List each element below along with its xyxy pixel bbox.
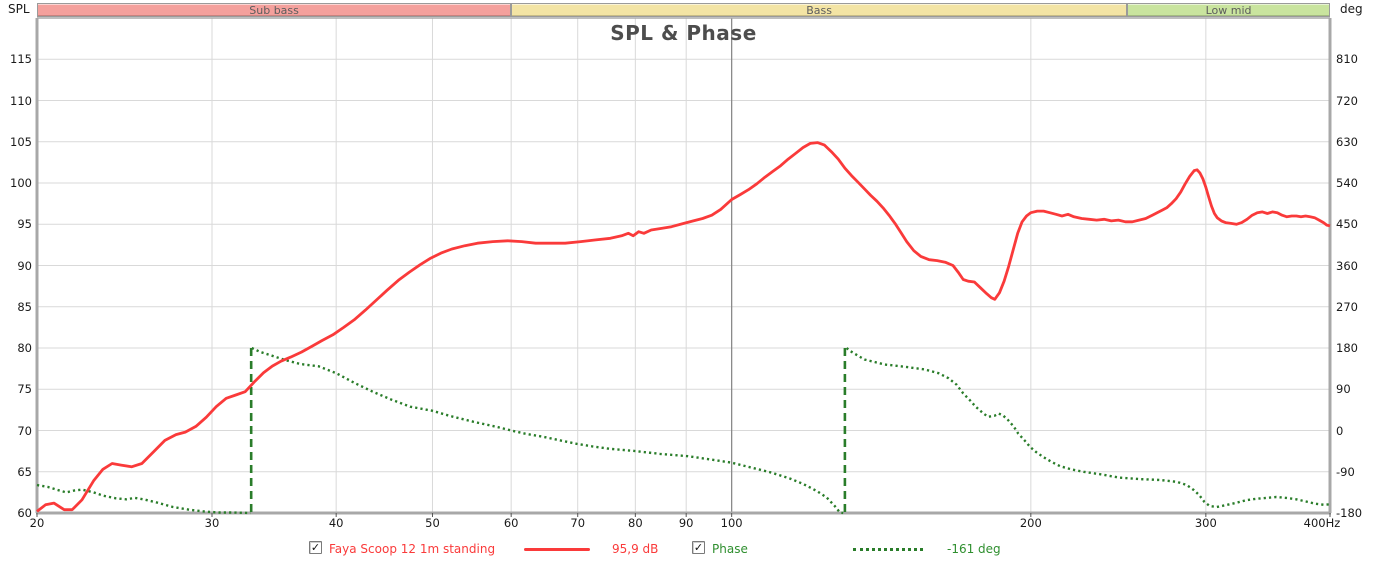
phase-curve xyxy=(36,483,251,515)
phase-curve xyxy=(845,347,1331,509)
y-left-tick-label: 75 xyxy=(17,382,32,397)
x-tick-label: 90 xyxy=(678,516,694,530)
x-tick-label: 30 xyxy=(204,516,220,530)
right-axis-unit-label: deg xyxy=(1340,2,1363,16)
y-left-tick-label: 85 xyxy=(17,299,32,314)
band-bass: Bass xyxy=(511,3,1128,17)
y-right-tick-label: 90 xyxy=(1336,382,1351,397)
band-bass-label: Bass xyxy=(806,3,833,17)
x-tick-label: 100 xyxy=(720,516,743,530)
y-right-tick-label: 0 xyxy=(1336,423,1344,438)
legend-bar: ✓ Faya Scoop 12 1m standing 95,9 dB ✓ Ph… xyxy=(0,538,1384,560)
y-right-tick-label: 720 xyxy=(1336,93,1358,108)
y-left-tick-label: 105 xyxy=(10,134,32,149)
spl-curve xyxy=(36,141,1331,513)
y-left-tick-label: 70 xyxy=(17,423,32,438)
series2-phase-readout: -161 deg xyxy=(947,542,1001,556)
x-tick-label: 70 xyxy=(570,516,586,530)
x-tick-label: 300 xyxy=(1194,516,1217,530)
band-low-mid-label: Low mid xyxy=(1205,3,1252,17)
y-right-tick-label: 180 xyxy=(1336,341,1358,355)
x-end-tick-label: 400Hz xyxy=(1303,516,1341,530)
y-right-tick-label: 810 xyxy=(1336,52,1358,67)
x-tick-label: 50 xyxy=(425,516,440,530)
x-tick-label: 60 xyxy=(503,516,519,530)
y-left-tick-label: 65 xyxy=(17,464,32,479)
y-right-tick-label: -180 xyxy=(1336,506,1363,520)
phase-curve xyxy=(251,346,844,515)
y-right-tick-label: -90 xyxy=(1336,464,1355,479)
series2-visibility-checkbox[interactable]: ✓ xyxy=(692,541,705,554)
band-sub-bass-label: Sub bass xyxy=(249,3,299,17)
left-axis-unit-label: SPL xyxy=(8,2,30,16)
y-left-tick-label: 60 xyxy=(17,506,32,520)
series2-line-swatch-icon xyxy=(853,548,923,551)
y-right-tick-label: 630 xyxy=(1336,134,1358,149)
series1-label: Faya Scoop 12 1m standing xyxy=(329,542,496,556)
y-left-tick-label: 95 xyxy=(17,217,32,232)
y-right-tick-label: 270 xyxy=(1336,299,1358,314)
y-right-tick-label: 360 xyxy=(1336,258,1358,273)
y-left-tick-label: 110 xyxy=(10,93,32,108)
y-left-tick-label: 80 xyxy=(17,341,32,355)
series1-visibility-checkbox[interactable]: ✓ xyxy=(309,541,322,554)
series2-label: Phase xyxy=(712,542,748,556)
series1-spl-readout: 95,9 dB xyxy=(612,542,659,556)
y-left-tick-label: 115 xyxy=(10,52,32,67)
y-right-tick-label: 540 xyxy=(1336,176,1358,190)
y-left-tick-label: 100 xyxy=(10,176,32,190)
y-left-tick-label: 90 xyxy=(17,258,32,273)
x-tick-label: 20 xyxy=(29,516,45,530)
x-tick-label: 40 xyxy=(328,516,344,530)
x-tick-label: 200 xyxy=(1019,516,1042,530)
series1-line-swatch-icon xyxy=(524,548,590,551)
band-low-mid: Low mid xyxy=(1127,3,1330,17)
y-right-tick-label: 450 xyxy=(1336,217,1358,232)
chart-title: SPL & Phase xyxy=(610,21,757,45)
band-sub-bass: Sub bass xyxy=(37,3,512,17)
x-tick-label: 80 xyxy=(628,516,643,530)
